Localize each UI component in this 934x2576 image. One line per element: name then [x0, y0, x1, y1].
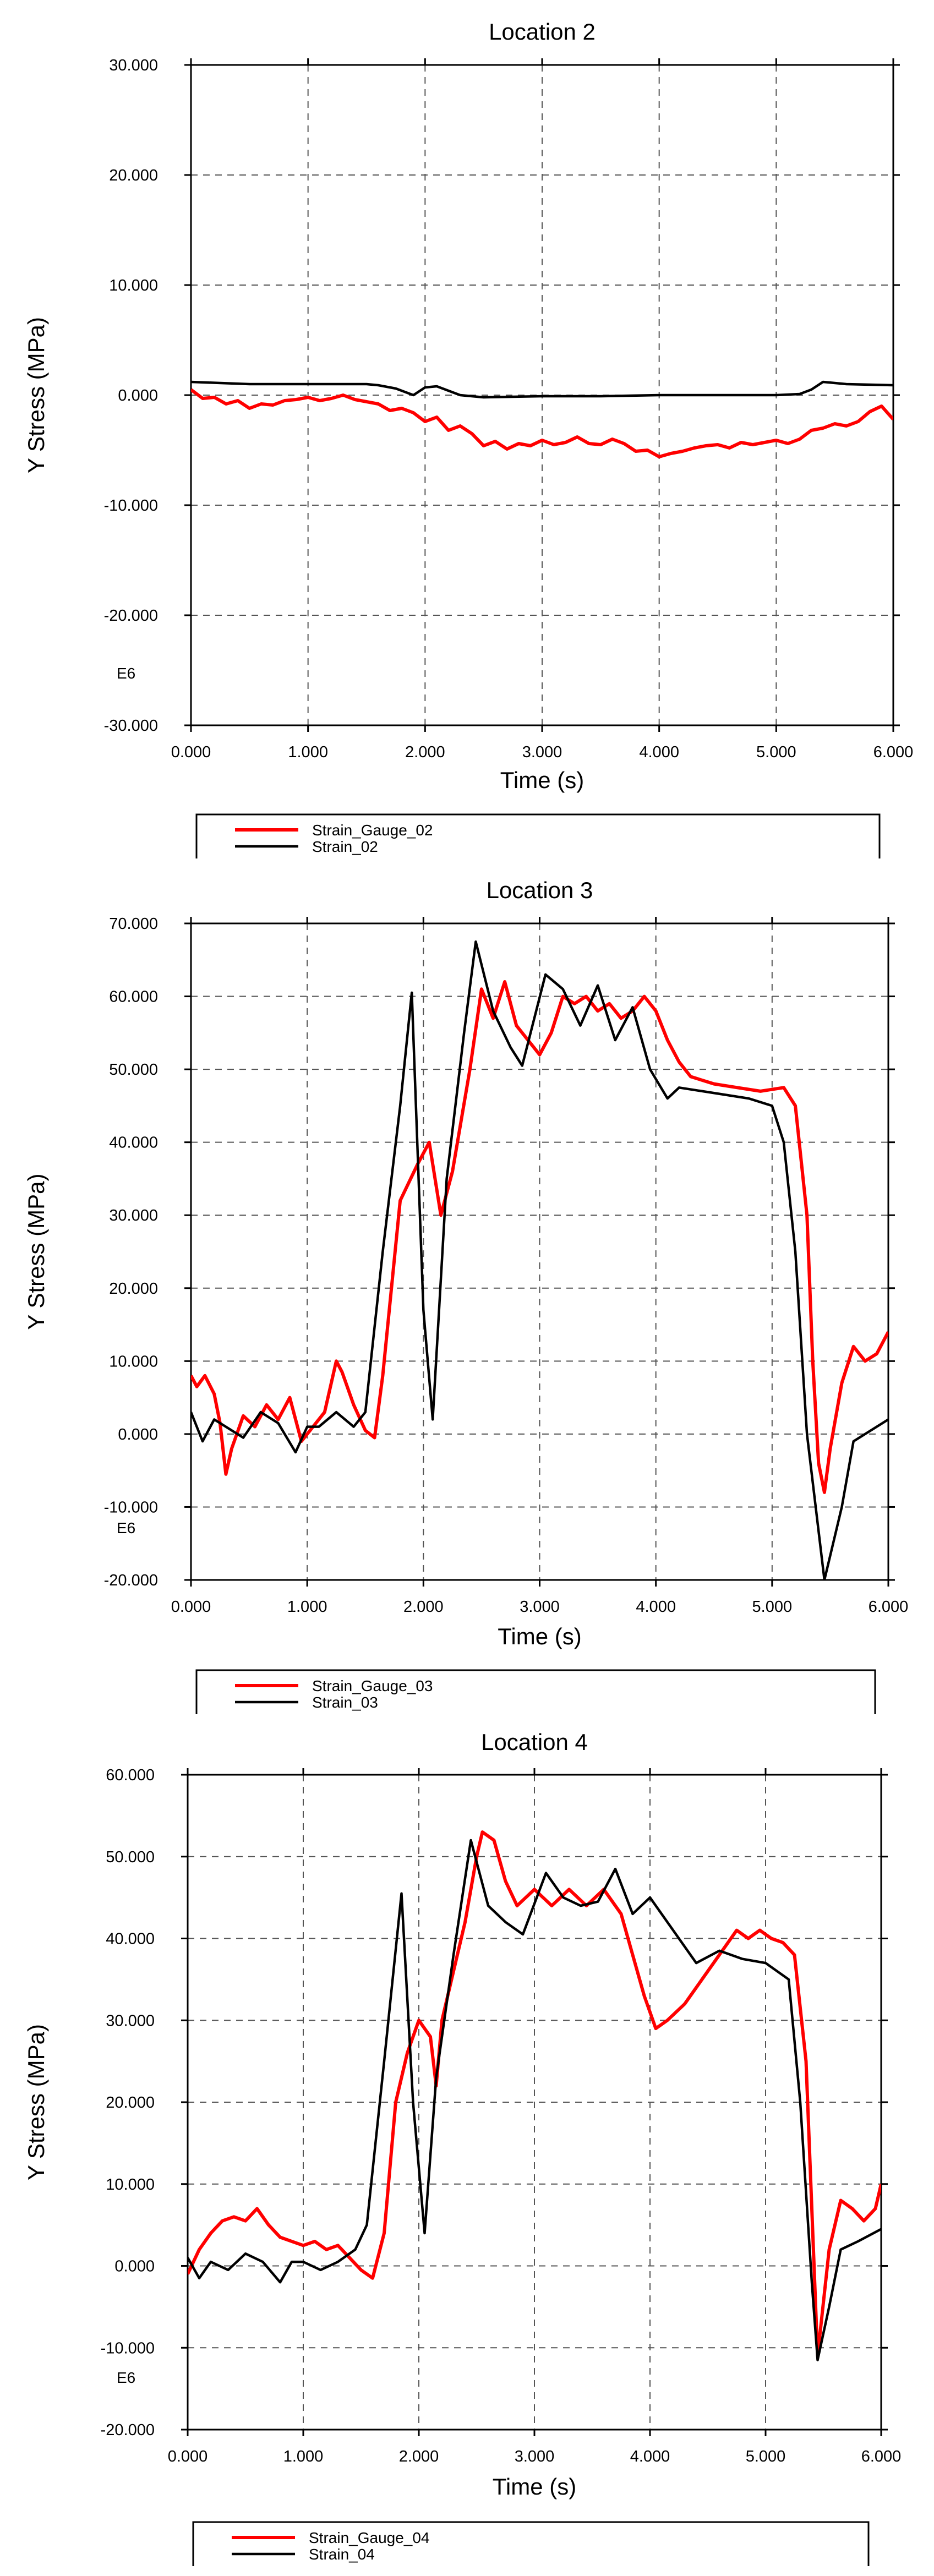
y-tick-label: 30.000	[109, 57, 158, 74]
series-line-strain-gauge-04	[188, 1830, 881, 2358]
x-tick-label: 6.000	[869, 1598, 909, 1616]
y-tick-label: 10.000	[106, 2176, 155, 2194]
y-tick-label: 0.000	[118, 1426, 158, 1443]
x-tick-label: 3.000	[515, 2448, 555, 2465]
y-scale-note: E6	[117, 2369, 135, 2386]
x-tick-label: 4.000	[639, 743, 679, 761]
series-line-strain-03	[191, 940, 888, 1580]
legend-label: Strain_02	[312, 838, 378, 855]
y-axis-label: Y Stress (MPa)	[23, 1174, 49, 1330]
y-scale-note: E6	[117, 1519, 135, 1536]
y-axis-label: Y Stress (MPa)	[23, 2024, 49, 2180]
y-tick-label: 60.000	[106, 1766, 155, 1784]
x-tick-label: 5.000	[752, 1598, 793, 1616]
x-tick-label: 2.000	[403, 1598, 444, 1616]
x-tick-label: 6.000	[873, 743, 914, 761]
legend-label: Strain_03	[312, 1694, 378, 1711]
x-tick-label: 1.000	[283, 2448, 324, 2465]
series-line-strain-gauge-02	[191, 388, 893, 458]
x-axis-label: Time (s)	[500, 767, 584, 793]
x-tick-label: 5.000	[756, 743, 796, 761]
x-tick-label: 0.000	[171, 743, 211, 761]
legend-frame	[192, 2521, 870, 2566]
x-tick-label: 1.000	[287, 1598, 327, 1616]
y-tick-label: 30.000	[109, 1207, 158, 1224]
x-tick-label: 0.000	[171, 1598, 211, 1616]
series-line-strain-02	[191, 380, 893, 399]
y-tick-label: -30.000	[104, 717, 158, 735]
legend-frame	[195, 813, 881, 858]
x-tick-label: 2.000	[399, 2448, 439, 2465]
x-tick-label: 4.000	[630, 2448, 670, 2465]
x-tick-label: 1.000	[288, 743, 328, 761]
x-tick-label: 4.000	[636, 1598, 676, 1616]
y-tick-label: -20.000	[104, 1572, 158, 1589]
chart-location-2: Location 2 0.000 1.000 2.000 3.000 4.000 5.000…	[23, 19, 913, 858]
y-tick-label: -10.000	[104, 1498, 158, 1516]
x-tick-label: 3.000	[522, 743, 562, 761]
y-tick-label: 40.000	[106, 1930, 155, 1948]
x-tick-label: 5.000	[746, 2448, 786, 2465]
grid	[191, 923, 888, 1580]
y-tick-label: 40.000	[109, 1134, 158, 1152]
chart-location-4: Location 4 0.000 1.000 2.000 3.000 4.000 5.000…	[23, 1729, 901, 2566]
x-axis-label: Time (s)	[493, 2474, 576, 2500]
grid	[188, 1775, 881, 2430]
y-tick-label: 20.000	[109, 167, 158, 184]
chart-title: Location 2	[489, 19, 596, 45]
y-tick-label: -20.000	[104, 607, 158, 625]
legend-label: Strain_Gauge_03	[312, 1677, 433, 1694]
y-tick-label: 50.000	[109, 1061, 158, 1079]
series-line-strain-gauge-03	[191, 980, 888, 1494]
chart-title: Location 3	[487, 877, 593, 903]
y-tick-label: 20.000	[109, 1280, 158, 1298]
x-tick-label: 0.000	[168, 2448, 208, 2465]
legend-label: Strain_Gauge_02	[312, 822, 433, 839]
chart-title: Location 4	[481, 1729, 588, 1755]
chart-location-3: Location 3 0.000 1.000 2.000 3.000 4.000 5.000…	[23, 877, 908, 1714]
y-tick-label: 10.000	[109, 1353, 158, 1370]
x-axis-label: Time (s)	[498, 1623, 581, 1649]
legend-label: Strain_Gauge_04	[309, 2529, 430, 2546]
legend-label: Strain_04	[309, 2546, 375, 2563]
y-tick-label: 20.000	[106, 2094, 155, 2112]
y-tick-label: -10.000	[101, 2339, 155, 2357]
legend-frame	[195, 1669, 876, 1714]
y-tick-label: 10.000	[109, 277, 158, 294]
y-tick-label: 60.000	[109, 988, 158, 1006]
y-tick-label: 50.000	[106, 1848, 155, 1866]
y-tick-label: -10.000	[104, 497, 158, 515]
y-tick-label: 70.000	[109, 915, 158, 933]
y-axis-label: Y Stress (MPa)	[23, 317, 49, 473]
x-tick-label: 3.000	[520, 1598, 560, 1616]
x-tick-label: 6.000	[861, 2448, 902, 2465]
y-tick-label: -20.000	[101, 2421, 155, 2439]
y-tick-label: 0.000	[118, 387, 158, 404]
series-line-strain-04	[188, 1839, 881, 2361]
x-tick-label: 2.000	[405, 743, 445, 761]
y-tick-label: 30.000	[106, 2012, 155, 2030]
y-tick-label: 0.000	[114, 2258, 155, 2276]
y-scale-note: E6	[117, 665, 135, 682]
